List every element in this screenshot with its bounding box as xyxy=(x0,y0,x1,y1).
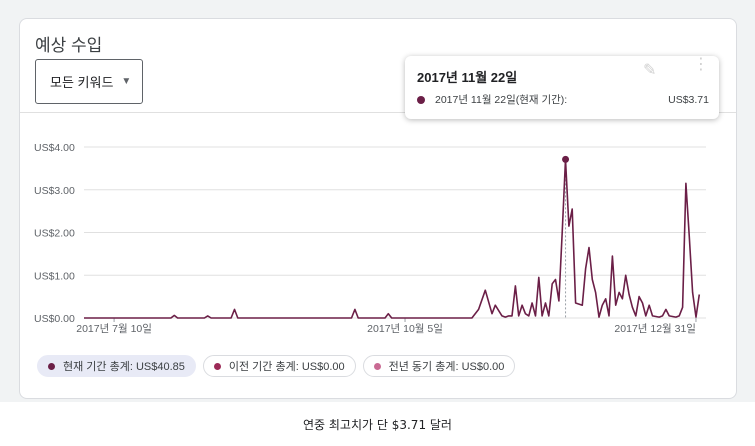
y-tick-label: US$4.00 xyxy=(34,142,75,154)
tooltip-row: 2017년 11월 22일(현재 기간): US$3.71 xyxy=(417,92,709,107)
figure-caption: 연중 최고치가 단 $3.71 달러 xyxy=(303,418,452,432)
x-tick-label: 2017년 12월 31일 xyxy=(614,322,696,335)
pencil-icon[interactable]: ✎ xyxy=(643,62,657,79)
legend-chip-label: 현재 기간 총계: US$40.85 xyxy=(63,361,185,373)
earnings-line-chart[interactable]: US$0.00 US$1.00 US$2.00 US$3.00 US$4.00 2017년… xyxy=(20,19,736,339)
highlight-point xyxy=(562,155,570,163)
current-period-dot-icon xyxy=(48,362,55,370)
y-tick-label: US$3.00 xyxy=(34,185,75,197)
previous-period-dot-icon xyxy=(213,362,221,370)
legend-chip-label: 이전 기간 총계: US$0.00 xyxy=(228,361,345,373)
x-tick-label: 2017년 7월 10일 xyxy=(76,322,152,335)
legend-chip-previous-period[interactable]: 이전 기간 총계: US$0.00 xyxy=(202,355,356,377)
year-over-year-dot-icon xyxy=(373,362,381,370)
y-tick-label: US$1.00 xyxy=(34,270,75,282)
legend-chips: 현재 기간 총계: US$40.85 이전 기간 총계: US$0.00 전년 … xyxy=(37,355,516,377)
tooltip-row-label: 2017년 11월 22일(현재 기간): xyxy=(435,94,568,106)
series-line-current-period xyxy=(84,158,701,319)
legend-chip-year-over-year[interactable]: 전년 동기 총계: US$0.00 xyxy=(362,355,516,377)
legend-chip-label: 전년 동기 총계: US$0.00 xyxy=(388,361,505,373)
card-divider xyxy=(20,112,736,113)
y-tick-label: US$0.00 xyxy=(34,313,75,325)
keyword-filter-dropdown[interactable]: 모든 키워드 ▼ xyxy=(35,59,143,104)
series-dot-icon xyxy=(417,95,425,104)
x-tick-label: 2017년 10월 5일 xyxy=(367,322,443,335)
card-title: 예상 수입 xyxy=(35,36,103,55)
tooltip-row-value: US$3.71 xyxy=(668,93,709,106)
dropdown-arrow-icon: ▼ xyxy=(121,76,132,87)
tooltip-date: 2017년 11월 22일 xyxy=(417,70,518,85)
more-vert-icon[interactable]: ⋮ xyxy=(693,56,709,73)
y-tick-label: US$2.00 xyxy=(34,228,75,240)
keyword-filter-label: 모든 키워드 xyxy=(50,75,114,90)
chart-tooltip: 2017년 11월 22일 ✎ ⋮ 2017년 11월 22일(현재 기간): … xyxy=(405,56,719,119)
legend-chip-current-period[interactable]: 현재 기간 총계: US$40.85 xyxy=(37,355,196,377)
